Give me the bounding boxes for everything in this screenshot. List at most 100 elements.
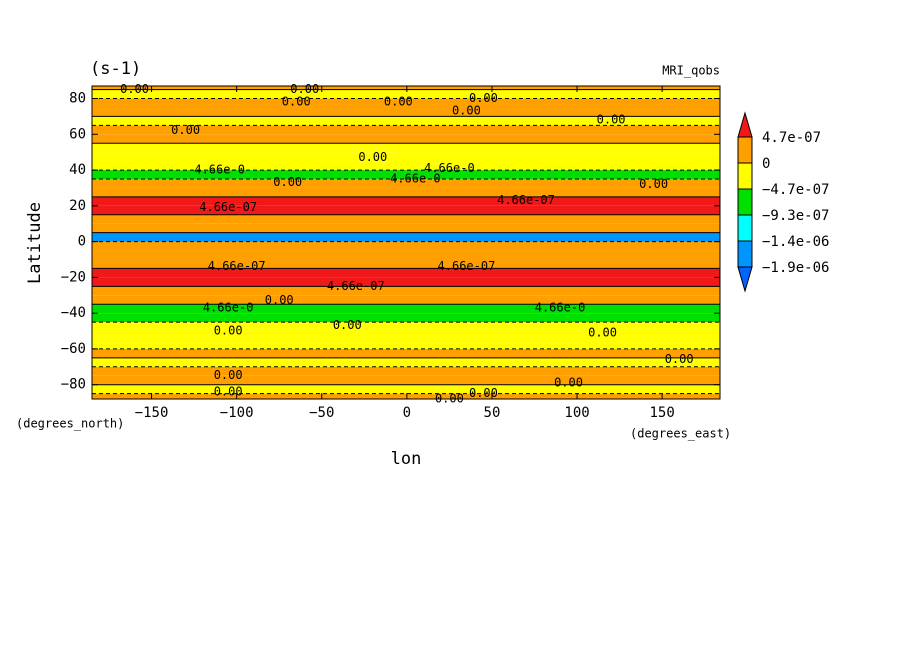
contour-band — [92, 89, 720, 99]
contour-band — [92, 331, 720, 340]
plot-frame — [91, 85, 721, 400]
contour-label: 4.66e-07 — [497, 193, 555, 207]
colorbar-box — [737, 214, 753, 242]
contour-band — [92, 384, 720, 394]
contour-band — [92, 286, 720, 296]
contour-label: 4.66e-07 — [199, 200, 257, 214]
contour-band — [92, 116, 720, 126]
y-tick-label: −60 — [61, 341, 86, 357]
contour-band — [92, 295, 720, 305]
contour-band — [92, 187, 720, 197]
contour-label: 4.66e-07 — [438, 259, 496, 273]
contour-label: 0.00 — [120, 82, 149, 96]
colorbar-box — [737, 188, 753, 216]
contour-label: 0.00 — [452, 104, 481, 118]
contour-label: 0.00 — [214, 368, 243, 382]
chart-title: (s-1) — [90, 59, 141, 79]
contour-label: 4.66e-0 — [203, 300, 254, 314]
contour-band — [92, 170, 720, 180]
contour-band — [92, 179, 720, 188]
x-axis-label: lon — [391, 449, 422, 469]
contour-label: 0.00 — [469, 91, 498, 105]
x-tick-label: 0 — [403, 405, 411, 421]
contour-label: 4.66e-0 — [194, 163, 245, 177]
contour-label: 0.00 — [265, 293, 294, 307]
contour-label: 0.00 — [665, 352, 694, 366]
contour-band — [92, 214, 720, 224]
contour-label: 0.00 — [333, 318, 362, 332]
y-tick-label: 20 — [69, 198, 86, 214]
contour-band — [92, 107, 720, 117]
y-tick-label: −40 — [61, 305, 86, 321]
contour-label: 4.66e-0 — [390, 172, 441, 186]
contour-band — [92, 241, 720, 251]
contour-label: 4.66e-07 — [327, 279, 385, 293]
contour-band — [92, 348, 720, 358]
contour-band — [92, 152, 720, 162]
colorbar-box — [737, 240, 753, 268]
y-units: (degrees_north) — [16, 417, 124, 431]
contour-band — [92, 205, 720, 215]
contour-label: 0.00 — [214, 324, 243, 338]
contour-label: 0.00 — [171, 123, 200, 137]
y-tick-label: 0 — [78, 234, 86, 250]
contour-band — [92, 259, 720, 269]
contour-band — [92, 322, 720, 332]
contour-band — [92, 98, 720, 108]
contour-label: 0.00 — [469, 386, 498, 400]
contour-label: 4.66e-07 — [208, 259, 266, 273]
contour-label: 0.00 — [639, 177, 668, 191]
colorbar-label: −4.7e-07 — [762, 182, 829, 198]
x-units: (degrees_east) — [630, 427, 731, 441]
y-tick-label: −20 — [61, 269, 86, 285]
field — [92, 86, 720, 399]
contour-label: 0.00 — [214, 384, 243, 398]
contour-band — [92, 196, 720, 206]
contour-band — [92, 250, 720, 260]
contour-band — [92, 161, 720, 171]
contour-band — [92, 223, 720, 233]
x-tick-label: 50 — [484, 405, 501, 421]
x-tick-label: −150 — [135, 405, 169, 421]
contour-band — [92, 313, 720, 323]
chart-subtitle: MRI_qobs — [662, 64, 720, 78]
contour-band — [92, 375, 720, 385]
contour-band — [92, 143, 720, 153]
y-tick-label: 40 — [69, 162, 86, 178]
colorbar-label: 4.7e-07 — [762, 130, 821, 146]
colorbar-arrow — [737, 266, 753, 293]
contour-band — [92, 86, 720, 90]
contour-label: 0.00 — [384, 95, 413, 109]
contour-label: 0.00 — [554, 375, 583, 389]
y-tick-label: −80 — [61, 377, 86, 393]
y-tick-label: 60 — [69, 126, 86, 142]
contour-band — [92, 393, 720, 399]
contour-label: 0.00 — [358, 150, 387, 164]
contour-label: 0.00 — [273, 175, 302, 189]
x-tick-label: 150 — [649, 405, 674, 421]
contour-label: 0.00 — [588, 325, 617, 339]
contour-band — [92, 125, 720, 135]
colorbar-label: 0 — [762, 156, 770, 172]
x-tick-label: −100 — [220, 405, 254, 421]
contour-band — [92, 232, 720, 242]
colorbar-label: −1.4e-06 — [762, 234, 829, 250]
x-tick-label: −50 — [309, 405, 334, 421]
contour-band — [92, 268, 720, 278]
colorbar-box — [737, 136, 753, 164]
y-tick-label: 80 — [69, 91, 86, 107]
x-tick-label: 100 — [564, 405, 589, 421]
colorbar-box — [737, 162, 753, 190]
colorbar-label: −9.3e-07 — [762, 208, 829, 224]
y-axis-label: Latitude — [25, 202, 45, 284]
contour-label: 0.00 — [597, 112, 626, 126]
contour-band — [92, 339, 720, 349]
contour-band — [92, 357, 720, 367]
contour-label: 4.66e-0 — [535, 300, 586, 314]
contour-band — [92, 366, 720, 376]
contour-band — [92, 134, 720, 144]
contour-band — [92, 304, 720, 314]
colorbar-label: −1.9e-06 — [762, 260, 829, 276]
colorbar-arrow — [737, 111, 753, 138]
